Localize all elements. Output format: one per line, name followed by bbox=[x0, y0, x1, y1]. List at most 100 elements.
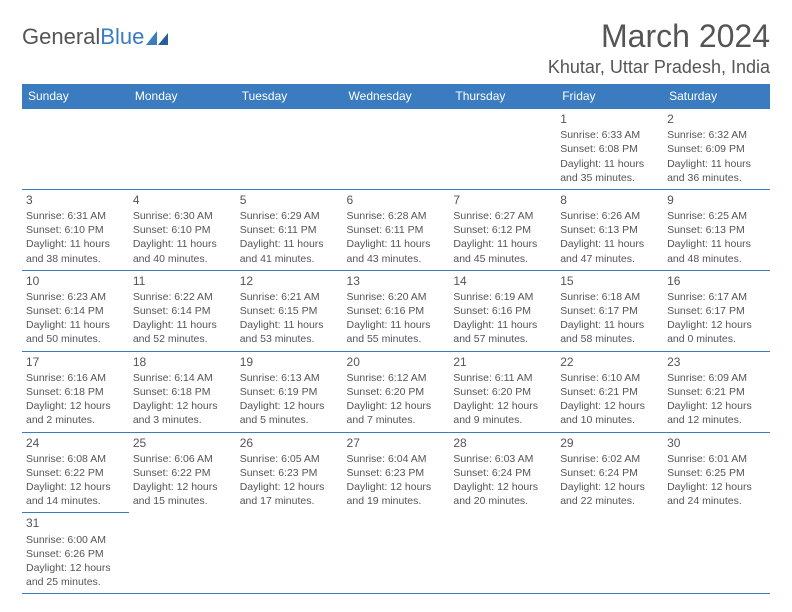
weekday-header-row: Sunday Monday Tuesday Wednesday Thursday… bbox=[22, 84, 770, 109]
day2-label: and 7 minutes. bbox=[347, 413, 446, 427]
calendar-cell bbox=[556, 513, 663, 594]
day2-label: and 53 minutes. bbox=[240, 332, 339, 346]
calendar-row: 31Sunrise: 6:00 AMSunset: 6:26 PMDayligh… bbox=[22, 513, 770, 594]
calendar-cell: 21Sunrise: 6:11 AMSunset: 6:20 PMDayligh… bbox=[449, 351, 556, 432]
sunrise-label: Sunrise: 6:31 AM bbox=[26, 209, 125, 223]
calendar-cell: 5Sunrise: 6:29 AMSunset: 6:11 PMDaylight… bbox=[236, 189, 343, 270]
day-number: 11 bbox=[133, 273, 232, 289]
weekday-header: Wednesday bbox=[343, 84, 450, 109]
day1-label: Daylight: 11 hours bbox=[240, 237, 339, 251]
day-number: 3 bbox=[26, 192, 125, 208]
calendar-cell: 13Sunrise: 6:20 AMSunset: 6:16 PMDayligh… bbox=[343, 270, 450, 351]
sunrise-label: Sunrise: 6:23 AM bbox=[26, 290, 125, 304]
day1-label: Daylight: 12 hours bbox=[26, 480, 125, 494]
calendar-cell bbox=[129, 109, 236, 190]
sunset-label: Sunset: 6:16 PM bbox=[453, 304, 552, 318]
day2-label: and 3 minutes. bbox=[133, 413, 232, 427]
calendar-row: 10Sunrise: 6:23 AMSunset: 6:14 PMDayligh… bbox=[22, 270, 770, 351]
title-block: March 2024 Khutar, Uttar Pradesh, India bbox=[548, 18, 770, 78]
day1-label: Daylight: 12 hours bbox=[453, 399, 552, 413]
calendar-cell: 18Sunrise: 6:14 AMSunset: 6:18 PMDayligh… bbox=[129, 351, 236, 432]
day2-label: and 38 minutes. bbox=[26, 252, 125, 266]
sunset-label: Sunset: 6:10 PM bbox=[26, 223, 125, 237]
calendar-cell bbox=[343, 109, 450, 190]
day1-label: Daylight: 12 hours bbox=[560, 399, 659, 413]
calendar-cell: 9Sunrise: 6:25 AMSunset: 6:13 PMDaylight… bbox=[663, 189, 770, 270]
sunrise-label: Sunrise: 6:29 AM bbox=[240, 209, 339, 223]
day-number: 7 bbox=[453, 192, 552, 208]
sunset-label: Sunset: 6:24 PM bbox=[560, 466, 659, 480]
sunset-label: Sunset: 6:21 PM bbox=[667, 385, 766, 399]
day1-label: Daylight: 12 hours bbox=[347, 480, 446, 494]
sunset-label: Sunset: 6:17 PM bbox=[560, 304, 659, 318]
day-number: 17 bbox=[26, 354, 125, 370]
day1-label: Daylight: 11 hours bbox=[347, 318, 446, 332]
calendar-cell bbox=[236, 513, 343, 594]
sunset-label: Sunset: 6:17 PM bbox=[667, 304, 766, 318]
sunset-label: Sunset: 6:11 PM bbox=[347, 223, 446, 237]
day2-label: and 52 minutes. bbox=[133, 332, 232, 346]
day2-label: and 45 minutes. bbox=[453, 252, 552, 266]
sunset-label: Sunset: 6:22 PM bbox=[133, 466, 232, 480]
day2-label: and 55 minutes. bbox=[347, 332, 446, 346]
day2-label: and 41 minutes. bbox=[240, 252, 339, 266]
day-number: 28 bbox=[453, 435, 552, 451]
sunset-label: Sunset: 6:10 PM bbox=[133, 223, 232, 237]
logo: GeneralBlue bbox=[22, 24, 168, 50]
sunrise-label: Sunrise: 6:06 AM bbox=[133, 452, 232, 466]
sunset-label: Sunset: 6:13 PM bbox=[667, 223, 766, 237]
calendar-cell bbox=[449, 513, 556, 594]
day2-label: and 14 minutes. bbox=[26, 494, 125, 508]
weekday-header: Thursday bbox=[449, 84, 556, 109]
sunrise-label: Sunrise: 6:04 AM bbox=[347, 452, 446, 466]
sunset-label: Sunset: 6:16 PM bbox=[347, 304, 446, 318]
sunset-label: Sunset: 6:18 PM bbox=[133, 385, 232, 399]
weekday-header: Tuesday bbox=[236, 84, 343, 109]
day-number: 25 bbox=[133, 435, 232, 451]
day-number: 27 bbox=[347, 435, 446, 451]
calendar-cell bbox=[343, 513, 450, 594]
sunrise-label: Sunrise: 6:13 AM bbox=[240, 371, 339, 385]
day-number: 9 bbox=[667, 192, 766, 208]
day1-label: Daylight: 12 hours bbox=[667, 318, 766, 332]
day2-label: and 17 minutes. bbox=[240, 494, 339, 508]
sunset-label: Sunset: 6:19 PM bbox=[240, 385, 339, 399]
day-number: 23 bbox=[667, 354, 766, 370]
calendar-cell bbox=[449, 109, 556, 190]
day2-label: and 47 minutes. bbox=[560, 252, 659, 266]
calendar-cell: 6Sunrise: 6:28 AMSunset: 6:11 PMDaylight… bbox=[343, 189, 450, 270]
sunrise-label: Sunrise: 6:21 AM bbox=[240, 290, 339, 304]
sunrise-label: Sunrise: 6:14 AM bbox=[133, 371, 232, 385]
day2-label: and 19 minutes. bbox=[347, 494, 446, 508]
sunrise-label: Sunrise: 6:26 AM bbox=[560, 209, 659, 223]
day-number: 10 bbox=[26, 273, 125, 289]
sunset-label: Sunset: 6:25 PM bbox=[667, 466, 766, 480]
weekday-header: Monday bbox=[129, 84, 236, 109]
day1-label: Daylight: 11 hours bbox=[560, 318, 659, 332]
day2-label: and 57 minutes. bbox=[453, 332, 552, 346]
sunset-label: Sunset: 6:15 PM bbox=[240, 304, 339, 318]
day-number: 24 bbox=[26, 435, 125, 451]
day1-label: Daylight: 11 hours bbox=[26, 318, 125, 332]
day-number: 5 bbox=[240, 192, 339, 208]
day1-label: Daylight: 12 hours bbox=[133, 480, 232, 494]
calendar-cell: 1Sunrise: 6:33 AMSunset: 6:08 PMDaylight… bbox=[556, 109, 663, 190]
calendar-table: Sunday Monday Tuesday Wednesday Thursday… bbox=[22, 84, 770, 594]
day2-label: and 10 minutes. bbox=[560, 413, 659, 427]
day-number: 15 bbox=[560, 273, 659, 289]
header: GeneralBlue March 2024 Khutar, Uttar Pra… bbox=[22, 18, 770, 78]
day-number: 8 bbox=[560, 192, 659, 208]
sunrise-label: Sunrise: 6:08 AM bbox=[26, 452, 125, 466]
day2-label: and 35 minutes. bbox=[560, 171, 659, 185]
day2-label: and 48 minutes. bbox=[667, 252, 766, 266]
sunrise-label: Sunrise: 6:30 AM bbox=[133, 209, 232, 223]
calendar-cell: 31Sunrise: 6:00 AMSunset: 6:26 PMDayligh… bbox=[22, 513, 129, 594]
day-number: 20 bbox=[347, 354, 446, 370]
calendar-cell: 2Sunrise: 6:32 AMSunset: 6:09 PMDaylight… bbox=[663, 109, 770, 190]
calendar-cell: 27Sunrise: 6:04 AMSunset: 6:23 PMDayligh… bbox=[343, 432, 450, 513]
day2-label: and 25 minutes. bbox=[26, 575, 125, 589]
logo-text-1: General bbox=[22, 24, 100, 49]
sunset-label: Sunset: 6:09 PM bbox=[667, 142, 766, 156]
calendar-cell bbox=[129, 513, 236, 594]
calendar-cell: 11Sunrise: 6:22 AMSunset: 6:14 PMDayligh… bbox=[129, 270, 236, 351]
